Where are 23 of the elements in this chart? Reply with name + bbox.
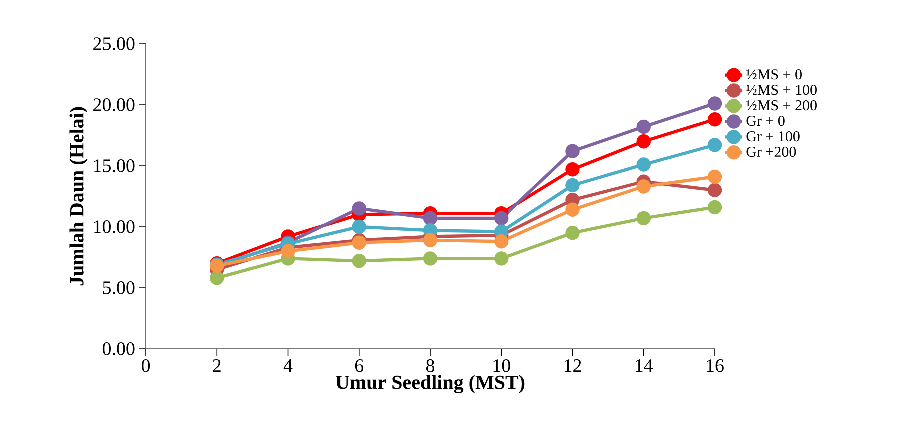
- x-tick-label: 8: [426, 360, 435, 372]
- x-tick-label: 14: [636, 360, 654, 372]
- legend-label: Gr + 0: [746, 116, 785, 126]
- y-tick-label: 15.00: [94, 160, 135, 172]
- y-axis-title: Jumlah Daun (Helai): [70, 107, 88, 286]
- y-tick-label: 0.00: [102, 342, 135, 356]
- x-tick-label: 2: [213, 360, 221, 372]
- legend-label: Gr +200: [746, 146, 796, 158]
- legend-label: Gr + 100: [746, 131, 800, 142]
- y-tick-label: 5.00: [103, 282, 135, 294]
- legend-label: ½MS + 100: [746, 85, 817, 96]
- x-tick-label: 12: [564, 360, 582, 372]
- x-tick-label: 4: [284, 360, 293, 372]
- x-axis-title: Umur Seedling (MST): [336, 375, 525, 394]
- y-tick-label: 10.00: [94, 220, 135, 234]
- legend-label: ½MS + 200: [746, 100, 817, 111]
- y-tick-label: 20.00: [94, 98, 135, 112]
- y-tick-label: 25.00: [94, 38, 135, 50]
- legend-label: ½MS + 0: [746, 70, 802, 80]
- x-tick-label: 10: [494, 360, 510, 372]
- x-tick-label: 16: [707, 360, 724, 372]
- x-tick-label: 6: [355, 360, 364, 372]
- x-tick-label: 0: [142, 360, 150, 372]
